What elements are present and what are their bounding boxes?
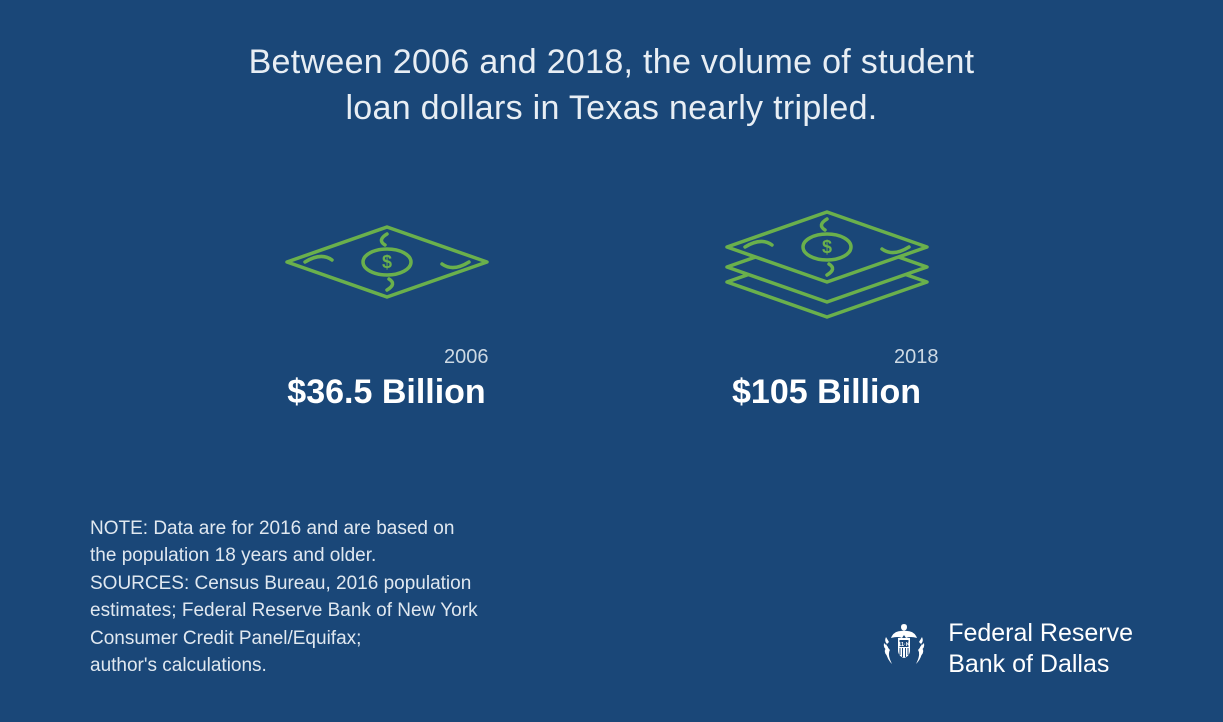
- note-line5: Consumer Credit Panel/Equifax;: [90, 628, 361, 649]
- note-line6: author's calculations.: [90, 655, 267, 676]
- title-line1: Between 2006 and 2018, the volume of stu…: [249, 43, 975, 81]
- data-comparison-row: $ 2006 $36.5 Billion: [0, 202, 1223, 412]
- data-item-2018: $ 2018 $105 Billion: [707, 202, 947, 412]
- org-branding: 11·K Federal Reserve Bank of Dallas: [876, 618, 1133, 681]
- note-line3: SOURCES: Census Bureau, 2016 population: [90, 573, 471, 594]
- note-line2: the population 18 years and older.: [90, 545, 376, 566]
- note-line4: estimates; Federal Reserve Bank of New Y…: [90, 600, 478, 621]
- title-line2: loan dollars in Texas nearly tripled.: [345, 89, 877, 127]
- svg-text:$: $: [381, 252, 391, 272]
- data-item-2006: $ 2006 $36.5 Billion: [277, 202, 497, 412]
- value-label-2006: $36.5 Billion: [287, 373, 485, 412]
- org-line1: Federal Reserve: [948, 619, 1133, 647]
- note-text: NOTE: Data are for 2016 and are based on…: [90, 515, 478, 680]
- note-line1: NOTE: Data are for 2016 and are based on: [90, 518, 454, 539]
- year-label-2018: 2018: [894, 346, 947, 369]
- org-name: Federal Reserve Bank of Dallas: [948, 618, 1133, 681]
- infographic-title: Between 2006 and 2018, the volume of stu…: [0, 0, 1223, 132]
- footer: NOTE: Data are for 2016 and are based on…: [0, 515, 1223, 680]
- dollar-bill-stack-icon: $: [707, 202, 947, 332]
- svg-text:$: $: [821, 237, 831, 257]
- federal-reserve-seal-icon: 11·K: [876, 618, 932, 679]
- org-line2: Bank of Dallas: [948, 650, 1109, 678]
- svg-text:11·K: 11·K: [898, 642, 910, 648]
- dollar-bill-icon: $: [277, 202, 497, 332]
- value-label-2018: $105 Billion: [732, 373, 921, 412]
- year-label-2006: 2006: [444, 346, 497, 369]
